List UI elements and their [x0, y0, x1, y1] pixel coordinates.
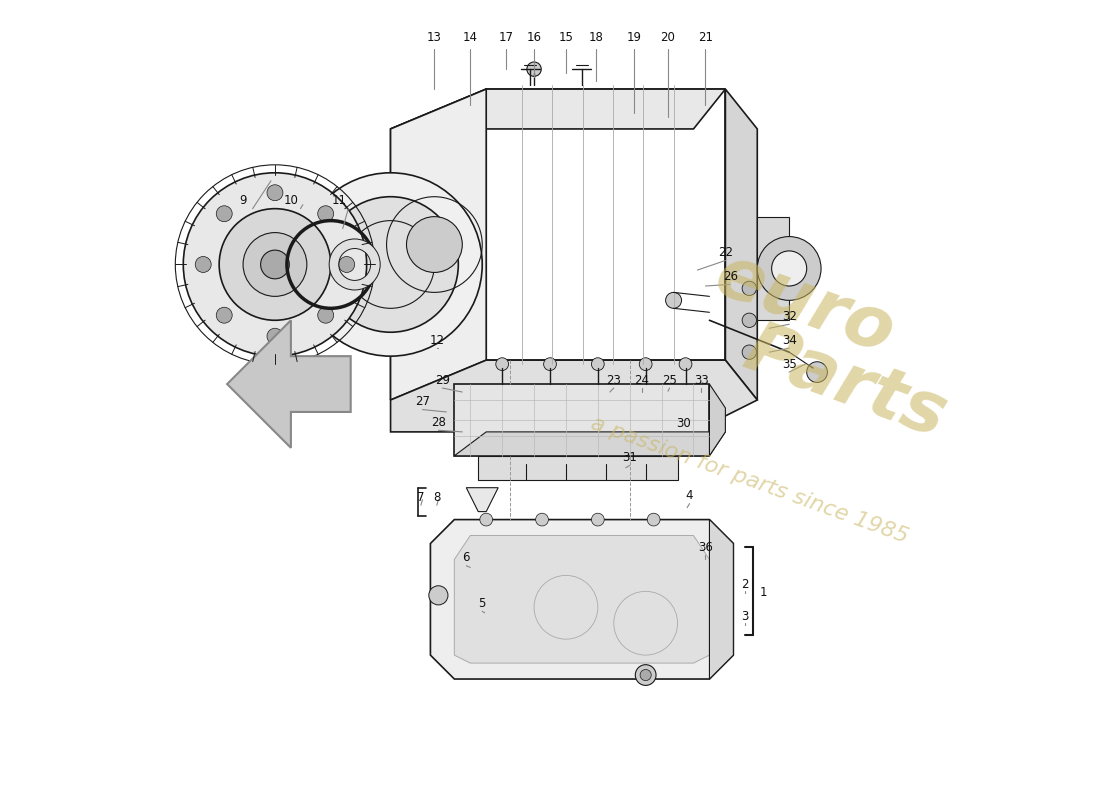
- Polygon shape: [466, 488, 498, 512]
- Circle shape: [806, 362, 827, 382]
- Circle shape: [322, 197, 459, 332]
- Text: 13: 13: [427, 30, 442, 44]
- Circle shape: [267, 328, 283, 344]
- Text: 35: 35: [782, 358, 796, 370]
- Text: 7: 7: [417, 490, 425, 504]
- Text: 32: 32: [782, 310, 796, 322]
- Text: 11: 11: [331, 194, 346, 207]
- Circle shape: [742, 313, 757, 327]
- Circle shape: [640, 670, 651, 681]
- Text: 33: 33: [694, 374, 708, 386]
- Circle shape: [639, 358, 652, 370]
- Polygon shape: [390, 360, 757, 432]
- Circle shape: [666, 292, 682, 308]
- Circle shape: [407, 217, 462, 273]
- Text: 8: 8: [433, 490, 440, 504]
- Polygon shape: [430, 519, 734, 679]
- Circle shape: [217, 307, 232, 323]
- Text: 15: 15: [559, 30, 573, 44]
- Circle shape: [217, 206, 232, 222]
- Circle shape: [267, 185, 283, 201]
- Text: 17: 17: [498, 30, 514, 44]
- Polygon shape: [390, 89, 486, 400]
- Polygon shape: [757, 217, 789, 320]
- Text: 22: 22: [718, 246, 733, 259]
- Text: 1: 1: [760, 586, 768, 599]
- Text: 36: 36: [698, 541, 713, 554]
- Circle shape: [679, 358, 692, 370]
- Text: 23: 23: [606, 374, 621, 386]
- Text: 27: 27: [415, 395, 430, 408]
- Text: a passion for parts since 1985: a passion for parts since 1985: [587, 413, 911, 546]
- Text: 21: 21: [698, 30, 713, 44]
- Circle shape: [636, 665, 656, 686]
- Polygon shape: [725, 89, 757, 400]
- Circle shape: [318, 307, 333, 323]
- Text: 30: 30: [676, 418, 691, 430]
- Circle shape: [184, 173, 366, 356]
- Text: 34: 34: [782, 334, 796, 346]
- Text: 3: 3: [741, 610, 749, 623]
- Text: 25: 25: [662, 374, 676, 386]
- Text: 14: 14: [463, 30, 477, 44]
- Circle shape: [480, 514, 493, 526]
- Text: 6: 6: [462, 551, 470, 564]
- Polygon shape: [227, 320, 351, 448]
- Text: Parts: Parts: [735, 316, 956, 453]
- Circle shape: [592, 514, 604, 526]
- Text: 28: 28: [431, 416, 446, 429]
- Circle shape: [742, 345, 757, 359]
- Circle shape: [771, 251, 806, 286]
- Circle shape: [543, 358, 557, 370]
- Circle shape: [243, 233, 307, 296]
- Circle shape: [757, 237, 821, 300]
- Text: 26: 26: [723, 270, 738, 283]
- Circle shape: [339, 257, 354, 273]
- Polygon shape: [710, 519, 734, 679]
- Polygon shape: [454, 384, 710, 456]
- Text: 24: 24: [635, 374, 649, 386]
- Text: 12: 12: [429, 334, 444, 346]
- Text: euro: euro: [706, 240, 904, 369]
- Circle shape: [742, 282, 757, 295]
- Circle shape: [592, 358, 604, 370]
- Circle shape: [527, 62, 541, 76]
- Polygon shape: [454, 535, 710, 663]
- Circle shape: [195, 257, 211, 273]
- Text: 5: 5: [478, 597, 486, 610]
- Polygon shape: [478, 456, 678, 480]
- Polygon shape: [710, 384, 725, 456]
- Text: 19: 19: [626, 30, 641, 44]
- Circle shape: [261, 250, 289, 279]
- Circle shape: [318, 206, 333, 222]
- Circle shape: [429, 586, 448, 605]
- Circle shape: [219, 209, 331, 320]
- Circle shape: [647, 514, 660, 526]
- Circle shape: [496, 358, 508, 370]
- Circle shape: [299, 173, 482, 356]
- Polygon shape: [454, 432, 725, 456]
- Circle shape: [536, 514, 549, 526]
- Polygon shape: [390, 89, 725, 129]
- Text: 4: 4: [685, 489, 693, 502]
- Wedge shape: [329, 239, 381, 290]
- Text: 10: 10: [284, 194, 298, 207]
- Text: 31: 31: [623, 451, 637, 464]
- Text: 29: 29: [434, 374, 450, 386]
- Text: 16: 16: [527, 30, 541, 44]
- Text: 9: 9: [240, 194, 246, 207]
- Text: 2: 2: [741, 578, 749, 591]
- Text: 18: 18: [588, 30, 604, 44]
- Text: 20: 20: [661, 30, 675, 44]
